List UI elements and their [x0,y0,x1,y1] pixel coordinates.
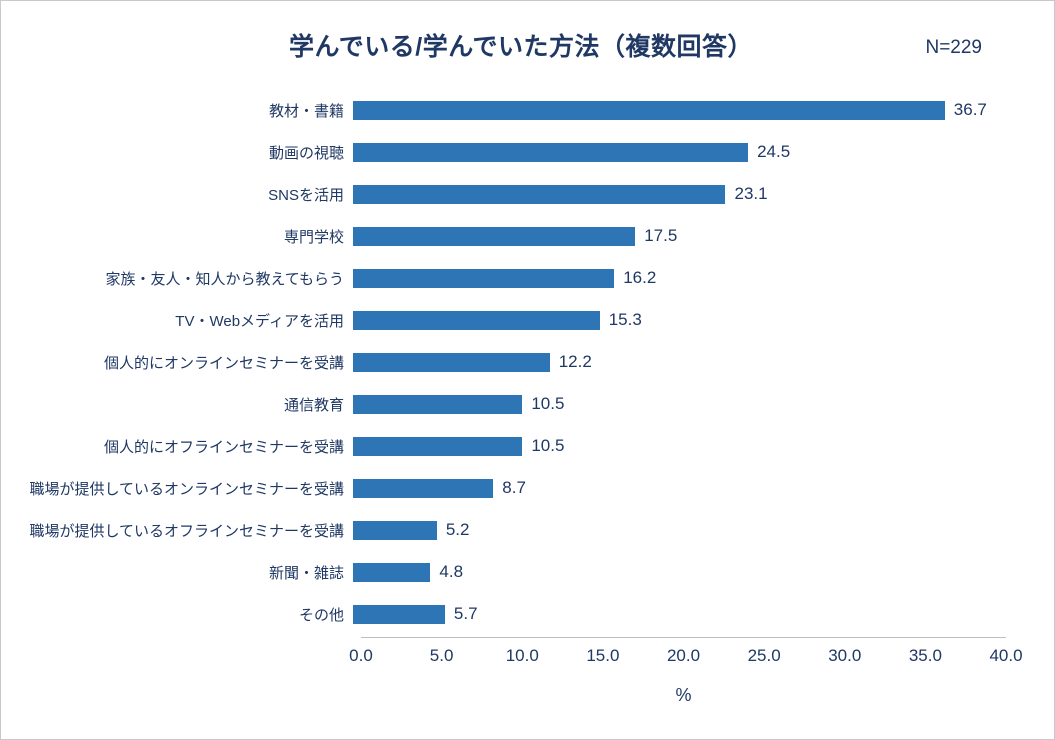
bar-row: 職場が提供しているオフラインセミナーを受講 5.2 [1,509,1006,551]
bar-row: 通信教育 10.5 [1,383,1006,425]
bar-area: 12.2 [353,341,998,383]
bar-area: 10.5 [353,383,998,425]
x-tick-label: 15.0 [586,646,620,665]
bar-area: 4.8 [353,551,998,593]
x-axis-line [361,637,1006,638]
bar-row: 専門学校 17.5 [1,215,1006,257]
value-label: 36.7 [953,100,987,119]
x-axis-ticks: 0.0 5.0 10.0 15.0 20.0 25.0 30.0 35.0 40… [349,646,1022,670]
bar [353,394,523,414]
category-label: 個人的にオンラインセミナーを受講 [103,354,344,372]
value-label: 10.5 [531,394,565,413]
bar-area: 36.7 [353,89,998,131]
x-tick-label: 0.0 [349,646,373,665]
bar [353,562,431,582]
x-tick-label: 35.0 [908,646,942,665]
bar-row: 動画の視聴 24.5 [1,131,1006,173]
value-label: 12.2 [558,352,592,371]
bar-area: 24.5 [353,131,998,173]
sample-size-label: N=229 [925,37,982,58]
x-tick-label: 5.0 [429,646,454,665]
category-label: その他 [298,606,344,624]
bar-row: その他 5.7 [1,593,1006,635]
category-label: TV・Webメディアを活用 [175,312,344,330]
category-label: 教材・書籍 [268,102,344,120]
x-tick-label: 10.0 [505,646,539,665]
value-label: 24.5 [757,142,791,161]
value-label: 4.8 [439,562,464,581]
bar-area: 15.3 [353,299,998,341]
category-label: 職場が提供しているオンラインセミナーを受講 [29,480,344,498]
x-axis-title: % [675,685,692,705]
bar [353,352,550,372]
bar-row: 家族・友人・知人から教えてもらう 16.2 [1,257,1006,299]
category-label: SNSを活用 [268,186,344,204]
category-label: 通信教育 [283,396,344,414]
chart-title: 学んでいる/学んでいた方法（複数回答） [289,33,753,61]
bar [353,604,445,624]
bar [353,436,523,456]
value-label: 17.5 [644,226,678,245]
bar-row: SNSを活用 23.1 [1,173,1006,215]
bar-row: 職場が提供しているオンラインセミナーを受講 8.7 [1,467,1006,509]
bar-area: 8.7 [353,467,998,509]
x-tick-label: 30.0 [828,646,862,665]
category-label: 新聞・雑誌 [268,564,344,582]
bar-area: 23.1 [353,173,998,215]
value-label: 8.7 [502,478,526,497]
bar-area: 5.2 [353,509,998,551]
bar [353,184,726,204]
bar-area: 10.5 [353,425,998,467]
bar-row: TV・Webメディアを活用 15.3 [1,299,1006,341]
bar-rows: 教材・書籍 36.7 動画の視聴 24.5 SNSを活用 23.1 専門学校 [1,89,1006,635]
x-tick-label: 40.0 [989,646,1023,665]
bar-row: 個人的にオンラインセミナーを受講 12.2 [1,341,1006,383]
bar-area: 5.7 [353,593,998,635]
value-label: 23.1 [734,184,768,203]
bar-area: 16.2 [353,257,998,299]
bar-area: 17.5 [353,215,998,257]
category-label: 動画の視聴 [268,144,344,162]
bar [353,268,615,288]
category-label: 家族・友人・知人から教えてもらう [105,270,344,288]
value-label: 5.7 [453,604,478,623]
bar [353,226,636,246]
category-label: 個人的にオフラインセミナーを受講 [103,438,344,456]
category-label: 専門学校 [283,228,344,246]
x-tick-label: 25.0 [747,646,781,665]
bar [353,310,600,330]
value-label: 10.5 [531,436,565,455]
bar-row: 新聞・雑誌 4.8 [1,551,1006,593]
bar [353,100,945,120]
value-label: 5.2 [445,520,470,539]
bar [353,142,749,162]
bar-row: 個人的にオフラインセミナーを受講 10.5 [1,425,1006,467]
x-tick-label: 20.0 [666,646,701,665]
bar [353,478,494,498]
bar-row: 教材・書籍 36.7 [1,89,1006,131]
category-label: 職場が提供しているオフラインセミナーを受講 [29,522,344,540]
value-label: 15.3 [608,310,642,329]
bar [353,520,437,540]
value-label: 16.2 [623,268,657,287]
